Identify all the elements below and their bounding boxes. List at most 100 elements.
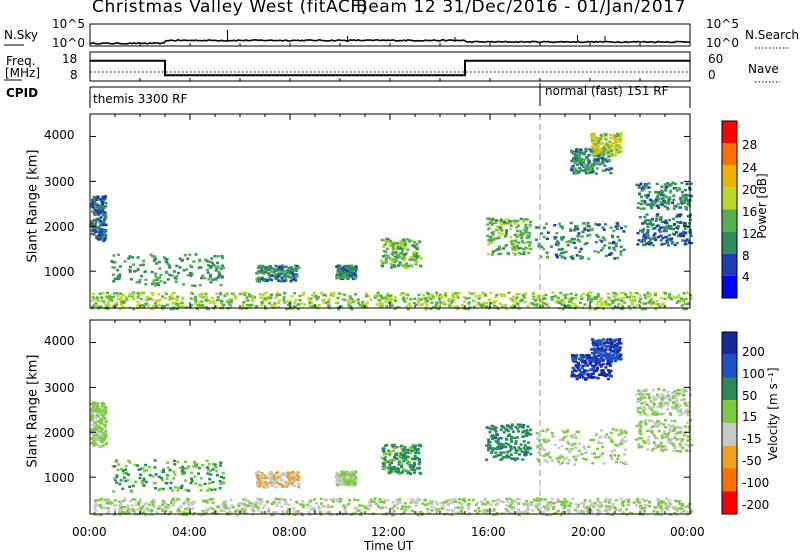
power-echo-cell [658,192,662,195]
power-echo-cell [394,299,398,303]
velocity-echo-cell [335,480,339,484]
velocity-echo-cell [387,471,391,475]
power-echo-cell [291,271,294,274]
power-echo-cell [293,305,297,308]
power-echo-cell [350,274,354,278]
power-panel [89,113,693,311]
power-echo-cell [539,255,543,258]
power-echo-cell [132,270,136,273]
velocity-echo-cell [562,505,566,509]
power-echo-cell [288,299,292,303]
velocity-echo-cell [166,466,170,469]
power-echo-cell [575,254,579,257]
power-echo-cell [603,244,607,247]
velocity-echo-cell [410,509,414,513]
power-echo-cell [587,291,591,294]
velocity-echo-cell [180,486,184,490]
freq-panel [89,51,691,82]
velocity-echo-cell [384,466,387,470]
velocity-echo-cell [675,394,679,397]
velocity-echo-cell [601,348,605,351]
velocity-echo-cell [157,475,161,478]
velocity-echo-cell [473,509,477,512]
power-echo-cell [521,232,525,236]
power-echo-cell [255,304,259,308]
power-echo-cell [176,295,180,299]
power-echo-cell [504,233,508,236]
power-echo-cell [135,281,139,284]
power-echo-cell [282,296,286,299]
power-echo-cell [666,238,670,241]
velocity-echo-cell [611,428,615,431]
power-echo-cell [183,253,187,257]
power-echo-cell [365,301,369,304]
power-echo-cell [163,297,167,300]
velocity-echo-cell [678,442,682,446]
power-echo-cell [506,251,510,255]
velocity-echo-cell [606,341,610,344]
power-echo-cell [631,303,634,306]
power-echo-cell [619,138,623,141]
freq-tick-high: 18 [62,52,78,66]
power-echo-cell [423,300,427,304]
velocity-echo-cell [574,357,578,361]
power-echo-cell [597,150,601,154]
power-echo-cell [637,239,641,242]
power-echo-cell [685,197,688,200]
velocity-echo-cell [161,487,165,491]
power-echo-cell [666,227,670,230]
power-echo-cell [412,253,416,257]
power-echo-cell [117,253,121,256]
velocity-echo-cell [609,338,613,342]
velocity-echo-cell [627,500,631,503]
power-echo-cell [520,237,524,240]
nsky-tick-high: 10^5 [52,17,85,31]
power-echo-cell [345,275,348,279]
velocity-echo-cell [267,477,270,480]
velocity-echo-cell [645,499,649,502]
velocity-echo-cell [179,466,182,470]
power-echo-cell [574,293,578,297]
power-echo-cell [403,300,407,303]
velocity-echo-cell [104,435,108,438]
velocity-echo-cell [507,443,511,446]
velocity-echo-cell [573,445,577,449]
power-echo-cell [265,279,269,282]
power-echo-cell [120,300,124,304]
power-echo-cell [677,234,680,237]
power-echo-cell [274,264,278,268]
velocity-echo-cell [354,477,358,480]
power-echo-cell [650,206,653,210]
power-echo-cell [376,291,380,295]
power-echo-cell [607,146,611,149]
power-echo-cell [689,241,693,245]
velocity-echo-cell [592,358,596,361]
power-echo-cell [687,222,691,225]
power-echo-cell [400,263,404,266]
power-echo-cell [204,292,208,296]
velocity-echo-cell [602,341,606,344]
velocity-echo-cell [639,396,643,399]
velocity-echo-cell [274,497,278,501]
power-echo-cell [622,291,626,295]
power-echo-cell [642,187,646,191]
velocity-echo-cell [636,397,640,401]
velocity-echo-cell [600,442,604,445]
power-echo-cell [542,302,546,305]
velocity-echo-cell [289,476,293,480]
power-echo-cell [136,296,140,299]
power-echo-cell [93,212,96,215]
power-echo-cell [513,253,517,256]
velocity-echo-cell [636,407,640,410]
velocity-echo-cell [516,423,520,426]
power-echo-cell [127,257,131,260]
power-echo-cell [486,252,490,256]
power-echo-cell [602,228,606,231]
power-echo-cell [107,304,111,307]
velocity-echo-cell [652,441,656,444]
velocity-echo-cell [674,404,678,407]
velocity-echo-cell [96,426,100,429]
power-echo-cell [331,294,335,298]
power-echo-cell [597,161,601,165]
velocity-echo-cell [287,483,291,487]
